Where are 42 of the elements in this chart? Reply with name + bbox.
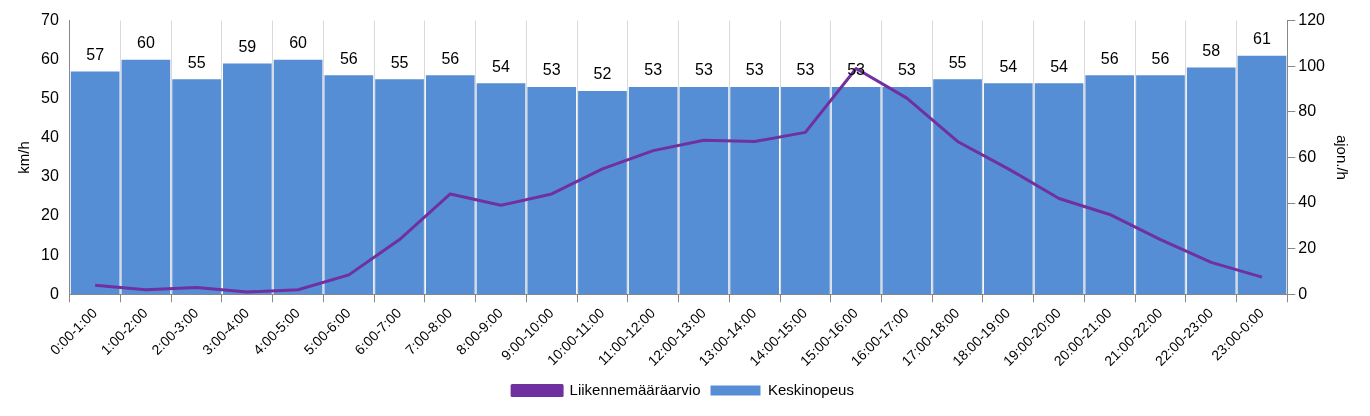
data-label: 56 bbox=[441, 49, 460, 67]
data-label: 55 bbox=[187, 53, 206, 71]
y-tick-label: 10 bbox=[41, 245, 59, 263]
data-label: 53 bbox=[542, 61, 561, 79]
y-tick-label: 50 bbox=[41, 89, 59, 107]
y-tick-label: 60 bbox=[41, 50, 59, 68]
data-label: 53 bbox=[695, 61, 713, 79]
data-label: 56 bbox=[1151, 49, 1170, 67]
data-label: 58 bbox=[1202, 41, 1221, 59]
y2-tick-label: 80 bbox=[1298, 102, 1317, 120]
y2-tick-label: 120 bbox=[1298, 11, 1326, 29]
data-label: 59 bbox=[238, 38, 257, 56]
data-label: 52 bbox=[593, 65, 612, 83]
y2-tick-label: 60 bbox=[1298, 147, 1317, 165]
y2-tick-label: 20 bbox=[1298, 239, 1317, 257]
data-label: 56 bbox=[1100, 49, 1119, 67]
y-axis-title: km/h bbox=[15, 141, 33, 174]
data-label: 54 bbox=[999, 57, 1018, 75]
data-label: 60 bbox=[289, 34, 308, 52]
data-label: 54 bbox=[492, 57, 510, 75]
data-label: 53 bbox=[897, 61, 916, 79]
data-label: 61 bbox=[1253, 30, 1271, 48]
y-tick-label: 0 bbox=[49, 284, 59, 302]
data-label: 54 bbox=[1050, 57, 1069, 75]
data-label: 55 bbox=[390, 53, 409, 71]
y2-tick-label: 100 bbox=[1298, 56, 1326, 74]
data-label: 53 bbox=[796, 61, 815, 79]
y2-tick-label: 40 bbox=[1298, 193, 1317, 211]
data-label: 57 bbox=[86, 45, 105, 63]
data-label: 55 bbox=[948, 53, 967, 71]
y2-axis-title: ajon./h bbox=[1333, 134, 1351, 180]
y2-tick-label: 0 bbox=[1298, 284, 1308, 302]
data-label: 56 bbox=[339, 49, 358, 67]
y-tick-label: 70 bbox=[41, 11, 59, 29]
y-tick-label: 30 bbox=[41, 167, 59, 185]
y-tick-label: 20 bbox=[41, 206, 59, 224]
data-label: 53 bbox=[644, 61, 663, 79]
data-label: 53 bbox=[745, 61, 764, 79]
y-tick-label: 40 bbox=[41, 128, 59, 146]
data-label: 60 bbox=[136, 34, 155, 52]
legend-label: Liikennemääräarvio bbox=[569, 380, 701, 398]
legend-label: Keskinopeus bbox=[768, 380, 854, 398]
